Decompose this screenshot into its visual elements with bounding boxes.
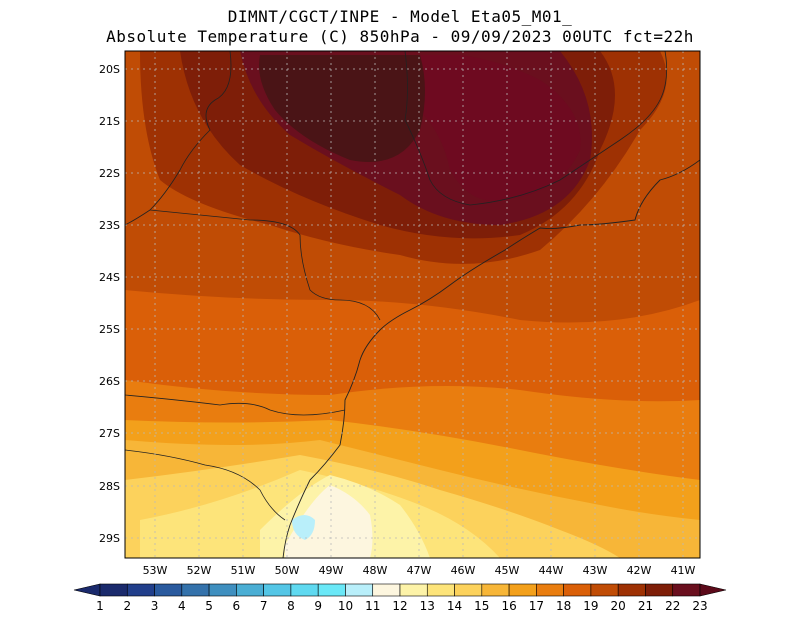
colorbar-label: 18 [556, 599, 571, 613]
colorbar-swatch [181, 583, 210, 597]
lat-label: 23S [99, 219, 120, 232]
colorbar-label: 12 [392, 599, 407, 613]
colorbar-label: 22 [665, 599, 680, 613]
lat-label: 21S [99, 115, 120, 128]
longitude-labels: 53W 52W 51W 50W 49W 48W 47W 46W 45W 44W … [143, 564, 696, 577]
lon-label: 48W [363, 564, 388, 577]
colorbar-swatch [154, 583, 183, 597]
lat-label: 22S [99, 167, 120, 180]
colorbar-swatch [481, 583, 510, 597]
lat-label: 29S [99, 532, 120, 545]
colorbar-label: 4 [178, 599, 186, 613]
colorbar-swatch [399, 583, 428, 597]
map-title-line-2: Absolute Temperature (C) 850hPa - 09/09/… [106, 27, 694, 46]
state-boundary-line [404, 51, 668, 206]
lat-label: 28S [99, 480, 120, 493]
lon-label: 44W [539, 564, 564, 577]
colorbar-label: 6 [233, 599, 241, 613]
colorbar-swatch [672, 583, 701, 597]
lat-label: 27S [99, 427, 120, 440]
lon-label: 41W [671, 564, 696, 577]
colorbar-swatch [317, 583, 346, 597]
lat-label: 24S [99, 271, 120, 284]
colorbar-swatch [563, 583, 592, 597]
map-title-line-1: DIMNT/CGCT/INPE - Model Eta05_M01_ [227, 7, 573, 26]
colorbar-swatch [617, 583, 646, 597]
lat-label: 20S [99, 63, 120, 76]
coastline [282, 159, 700, 558]
lon-label: 46W [451, 564, 476, 577]
colorbar-label: 14 [447, 599, 462, 613]
colorbar-label: 15 [474, 599, 489, 613]
lon-label: 52W [187, 564, 212, 577]
lon-label: 42W [627, 564, 652, 577]
state-boundary-line [125, 449, 286, 521]
lon-label: 49W [319, 564, 344, 577]
colorbar-swatch [372, 583, 401, 597]
colorbar-label: 7 [260, 599, 268, 613]
colorbar-label: 9 [314, 599, 322, 613]
colorbar-label: 2 [123, 599, 131, 613]
colorbar-label: 3 [151, 599, 159, 613]
lon-label: 51W [231, 564, 256, 577]
field-band-10 [292, 515, 315, 540]
colorbar-label: 5 [205, 599, 213, 613]
colorbar-swatch [645, 583, 674, 597]
colorbar: 1 2 3 4 5 6 7 8 9 10 11 12 13 14 15 16 17 18 19 20 21 22 23 [73, 583, 727, 613]
colorbar-over-arrow [699, 583, 727, 597]
colorbar-swatch [236, 583, 264, 597]
colorbar-swatch [345, 583, 374, 597]
colorbar-swatch [590, 583, 619, 597]
lon-label: 50W [275, 564, 300, 577]
colorbar-label: 17 [529, 599, 544, 613]
colorbar-swatch [99, 583, 128, 597]
colorbar-label: 1 [96, 599, 104, 613]
state-boundary-line [149, 209, 381, 321]
colorbar-swatch [263, 583, 292, 597]
lat-label: 26S [99, 375, 120, 388]
colorbar-swatch [126, 583, 155, 597]
map-frame [124, 50, 701, 559]
map-field [125, 51, 700, 558]
colorbar-swatch [208, 583, 237, 597]
colorbar-swatch [454, 583, 483, 597]
lon-label: 53W [143, 564, 168, 577]
colorbar-label: 13 [420, 599, 435, 613]
colorbar-label: 23 [692, 599, 707, 613]
field-band-22b [260, 55, 581, 201]
colorbar-label: 21 [638, 599, 653, 613]
state-boundary-line [125, 51, 232, 226]
lon-label: 47W [407, 564, 432, 577]
colorbar-under-arrow [73, 583, 101, 597]
colorbar-label: 20 [611, 599, 626, 613]
graticule [125, 51, 700, 558]
colorbar-label: 8 [287, 599, 295, 613]
latitude-labels: 20S 21S 22S 23S 24S 25S 26S 27S 28S 29S [99, 63, 120, 545]
state-boundary-line [125, 394, 346, 416]
colorbar-swatch [536, 583, 564, 597]
colorbar-swatch [508, 583, 537, 597]
field-band-23 [259, 55, 425, 162]
colorbar-label: 11 [365, 599, 380, 613]
colorbar-label: 10 [338, 599, 353, 613]
colorbar-label: 19 [583, 599, 598, 613]
field-band-11 [285, 485, 373, 558]
colorbar-swatch [426, 583, 455, 597]
colorbar-label: 16 [501, 599, 516, 613]
colorbar-swatch [290, 583, 319, 597]
lon-label: 45W [495, 564, 520, 577]
lat-label: 25S [99, 323, 120, 336]
lon-label: 43W [583, 564, 608, 577]
